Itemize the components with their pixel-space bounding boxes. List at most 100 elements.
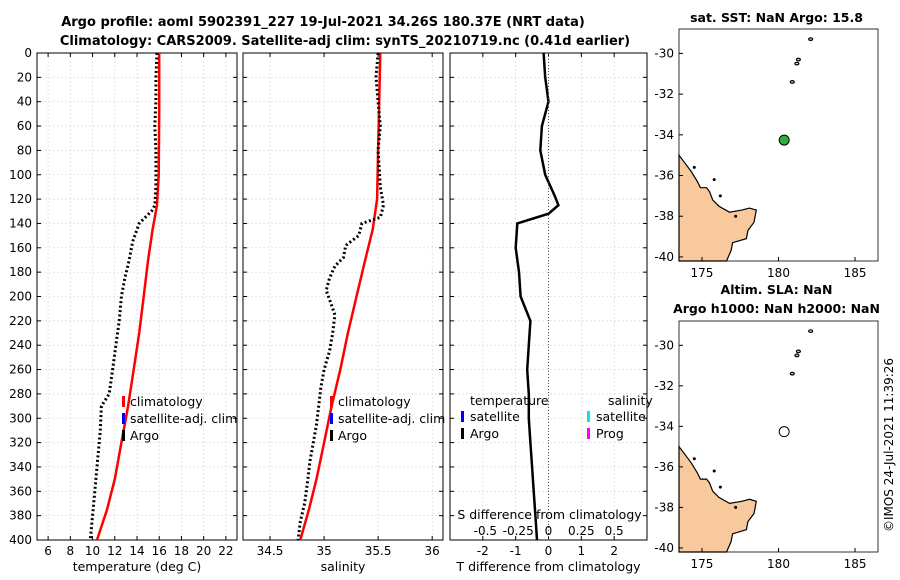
x-tick-label: 180 — [767, 266, 790, 280]
legend-title-salinity: salinity — [608, 393, 653, 408]
legend-label: climatology — [130, 394, 203, 409]
land-islet — [734, 214, 738, 218]
land-islet — [718, 485, 722, 489]
y-tick-label: 280 — [9, 387, 32, 401]
y-tick-label: 120 — [9, 192, 32, 206]
y-tick-label: 340 — [9, 460, 32, 474]
land-islet — [789, 371, 795, 376]
legend-label: satellite-adj. clim — [338, 411, 445, 426]
legend-label: Argo — [470, 426, 499, 441]
x-tick-label: 0 — [545, 544, 553, 558]
legend-label: satellite — [596, 409, 646, 424]
land-islet — [794, 353, 800, 358]
y-tick-label: 20 — [17, 70, 32, 84]
x-axis-label: T difference from climatology — [455, 559, 641, 574]
y-tick-label: 80 — [17, 143, 32, 157]
y-tick-label: -40 — [654, 541, 674, 555]
y-tick-label: -38 — [654, 500, 674, 514]
x-tick-label: 185 — [844, 557, 867, 571]
s-tick-label: -0.5 — [474, 524, 497, 538]
y-tick-label: 0 — [24, 46, 32, 60]
legend-label: Prog — [596, 426, 624, 441]
difference-panel: -2 -1 0 1 2T difference from climatology S di… — [449, 52, 653, 574]
y-tick-label: 40 — [17, 95, 32, 109]
y-tick-label: 400 — [9, 533, 32, 547]
title-line-2: Climatology: CARS2009. Satellite-adj cli… — [60, 34, 630, 49]
x-tick-label: 175 — [691, 266, 714, 280]
sla-map-panel: 175 180 185 -30 -32 -34 -36 -38 -40 Altim. SLA: N… — [654, 282, 880, 571]
y-tick-label: -36 — [654, 169, 674, 183]
float-position-marker — [778, 134, 790, 146]
s-axis-label: S difference from climatology — [457, 507, 642, 522]
land-islet — [734, 505, 738, 509]
map-title-line-1: Altim. SLA: NaN — [721, 282, 833, 297]
salinity-panel: 34.5 35 35.5 36 salinity climatology satellite… — [242, 52, 445, 574]
x-tick-label: 18 — [174, 544, 189, 558]
land-islet — [712, 178, 716, 182]
y-tick-label: 160 — [9, 241, 32, 255]
legend-swatch — [122, 413, 125, 424]
float-position-marker — [778, 426, 790, 438]
legend-swatch — [122, 396, 125, 407]
s-tick-label: 0 — [545, 524, 553, 538]
x-tick-label: 36 — [425, 544, 440, 558]
x-tick-label: 2 — [610, 544, 618, 558]
x-tick-label: 8 — [67, 544, 75, 558]
land-islet — [692, 457, 696, 461]
land-islet — [712, 469, 716, 473]
legend-label: Argo — [338, 428, 367, 443]
x-tick-label: 14 — [129, 544, 144, 558]
legend-swatch — [330, 430, 333, 441]
y-tick-label: -32 — [654, 379, 674, 393]
title-line-1: Argo profile: aoml 5902391_227 19-Jul-20… — [61, 15, 585, 30]
x-tick-label: 22 — [218, 544, 233, 558]
y-tick-label: 380 — [9, 509, 32, 523]
legend-label: satellite-adj. clim — [130, 411, 237, 426]
s-tick-label: 0.25 — [568, 524, 595, 538]
legend-label: climatology — [338, 394, 411, 409]
x-tick-label: 35 — [316, 544, 331, 558]
x-tick-label: 180 — [767, 557, 790, 571]
x-axis-label: temperature (deg C) — [73, 559, 202, 574]
x-axis-label: salinity — [321, 559, 366, 574]
y-tick-label: -30 — [654, 46, 674, 60]
legend-swatch — [587, 428, 590, 439]
legend-swatch — [330, 396, 333, 407]
land-islet — [789, 80, 795, 84]
land-islet — [795, 57, 802, 62]
legend-label: satellite — [470, 409, 520, 424]
land-islet — [718, 194, 722, 198]
y-tick-label: 240 — [9, 338, 32, 352]
x-tick-label: 6 — [44, 544, 52, 558]
land-islet — [795, 349, 802, 354]
s-tick-label: -0.25 — [503, 524, 534, 538]
land-islet — [808, 37, 814, 42]
y-tick-label: 60 — [17, 119, 32, 133]
legend-title-temperature: temperature — [470, 393, 549, 408]
x-tick-label: 10 — [85, 544, 100, 558]
x-tick-label: 1 — [578, 544, 586, 558]
legend-swatch — [122, 430, 125, 441]
land-new-zealand — [678, 444, 757, 553]
s-tick-label: 0.5 — [605, 524, 624, 538]
series-line-argo — [296, 52, 386, 541]
y-tick-label: 360 — [9, 484, 32, 498]
y-tick-label: -36 — [654, 460, 674, 474]
y-tick-label: 300 — [9, 411, 32, 425]
y-tick-label: 260 — [9, 363, 32, 377]
series-line-climatology — [299, 52, 382, 541]
x-tick-label: 34.5 — [257, 544, 284, 558]
series-line-climatology — [95, 53, 161, 541]
temperature-panel: 6 8 10 12 14 16 18 20 22020406080100120140160180… — [9, 46, 238, 574]
legend-swatch — [330, 413, 333, 424]
y-tick-label: -40 — [654, 250, 674, 264]
legend-swatch — [461, 428, 464, 439]
land-islet — [692, 165, 696, 169]
y-tick-label: -34 — [654, 419, 674, 433]
x-tick-label: 175 — [691, 557, 714, 571]
x-tick-label: 185 — [844, 266, 867, 280]
x-tick-label: 20 — [196, 544, 211, 558]
land-new-zealand — [678, 153, 757, 262]
y-tick-label: -30 — [654, 338, 674, 352]
